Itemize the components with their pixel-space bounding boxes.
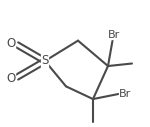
Text: O: O <box>7 37 16 50</box>
Text: Br: Br <box>108 30 120 40</box>
Text: O: O <box>7 72 16 85</box>
Text: S: S <box>41 54 49 67</box>
Text: Br: Br <box>119 89 131 99</box>
